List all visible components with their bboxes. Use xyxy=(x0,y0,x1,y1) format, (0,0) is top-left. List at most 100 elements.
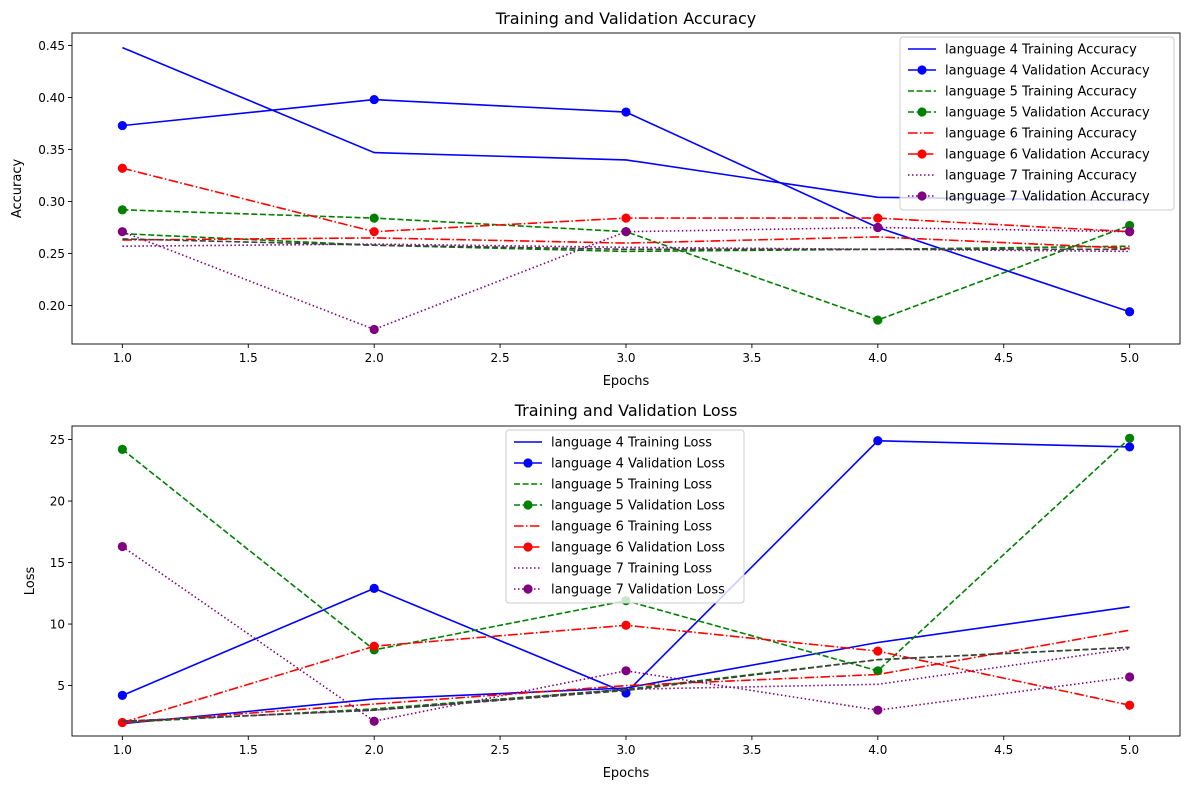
legend-entry: language 5 Training Loss xyxy=(551,478,712,493)
y-tick-label: 25 xyxy=(50,433,65,447)
x-tick-label: 4.5 xyxy=(994,743,1013,757)
data-point xyxy=(873,436,883,446)
data-point xyxy=(117,163,127,173)
legend-entry: language 7 Validation Accuracy xyxy=(945,190,1150,205)
x-tick-label: 2.5 xyxy=(491,351,510,365)
data-point xyxy=(117,120,127,131)
y-tick-label: 0.35 xyxy=(38,143,65,157)
legend: language 4 Training Accuracy language 4 V… xyxy=(899,36,1175,211)
legend-marker xyxy=(523,458,533,468)
plot-area xyxy=(117,46,1135,335)
x-tick-label: 1.5 xyxy=(239,351,258,365)
legend-entry: language 7 Training Loss xyxy=(551,562,712,577)
legend-entry: language 6 Validation Loss xyxy=(551,541,725,556)
legend-entry: language 6 Training Loss xyxy=(551,520,712,535)
data-point xyxy=(369,641,379,651)
y-tick-label: 10 xyxy=(50,618,65,632)
axes-frame xyxy=(71,32,1181,345)
data-point xyxy=(117,717,127,728)
data-point xyxy=(621,227,631,237)
data-point xyxy=(1125,227,1135,237)
data-point xyxy=(873,213,883,223)
series-line-3 xyxy=(122,232,1130,253)
x-tick-label: 4.5 xyxy=(994,351,1013,365)
legend-entry: language 4 Training Loss xyxy=(551,436,712,451)
y-axis-label: Accuracy xyxy=(10,159,25,219)
x-tick-label: 2.0 xyxy=(365,743,384,757)
x-tick-label: 2.5 xyxy=(491,743,510,757)
data-point xyxy=(621,666,631,676)
chart-title: Training and Validation Loss xyxy=(514,401,738,420)
legend-box xyxy=(505,429,745,604)
legend-entry: language 7 Validation Loss xyxy=(551,583,725,598)
legend-marker xyxy=(523,500,533,510)
data-point xyxy=(873,666,883,676)
x-tick-label: 1.0 xyxy=(113,351,132,365)
data-point xyxy=(117,690,127,701)
x-axis-label: Epochs xyxy=(603,766,650,781)
y-tick-label: 5 xyxy=(57,679,65,693)
data-point xyxy=(1125,700,1135,710)
data-point xyxy=(117,541,127,552)
x-tick-label: 5.0 xyxy=(1120,743,1139,757)
legend: language 4 Training Loss language 4 Valid… xyxy=(505,429,745,604)
data-point xyxy=(369,324,379,335)
y-tick-label: 0.30 xyxy=(38,195,65,209)
legend-marker xyxy=(917,149,927,159)
y-tick-label: 0.40 xyxy=(38,91,65,105)
data-point xyxy=(1125,307,1135,317)
chart-panel-1: Training and Validation Accuracy 1.0 1.5 2.… xyxy=(10,9,1181,389)
legend-entry: language 5 Training Accuracy xyxy=(945,85,1137,100)
data-point xyxy=(117,227,127,237)
data-point xyxy=(873,646,883,656)
series-line-1 xyxy=(122,606,1130,725)
y-tick-label: 15 xyxy=(50,556,65,570)
x-tick-label: 1.5 xyxy=(239,743,258,757)
chart-panel-2: Training and Validation Loss 1.0 1.5 2.0 2.5… xyxy=(23,401,1181,781)
legend-entry: language 6 Validation Accuracy xyxy=(945,148,1150,163)
y-tick-label: 20 xyxy=(50,495,65,509)
x-tick-label: 4.0 xyxy=(868,351,887,365)
legend-entry: language 4 Training Accuracy xyxy=(945,43,1137,58)
data-point xyxy=(369,94,379,105)
legend-marker xyxy=(917,107,927,117)
legend-entry: language 4 Validation Accuracy xyxy=(945,64,1150,79)
data-point xyxy=(369,213,379,223)
chart-title: Training and Validation Accuracy xyxy=(495,9,757,28)
x-tick-label: 3.5 xyxy=(742,743,761,757)
data-point xyxy=(1125,433,1135,443)
data-point xyxy=(621,213,631,223)
data-point xyxy=(873,222,883,233)
y-tick-label: 0.45 xyxy=(38,39,65,53)
axes-frame xyxy=(71,425,1181,737)
data-point xyxy=(1125,672,1135,682)
legend-entry: language 7 Training Accuracy xyxy=(945,169,1137,184)
series-line-4 xyxy=(122,209,1130,321)
unlabeled-series-line xyxy=(122,238,1130,251)
x-tick-label: 5.0 xyxy=(1120,351,1139,365)
y-tick-label: 0.25 xyxy=(38,247,65,261)
series-line-5 xyxy=(122,236,1130,250)
series-line-5 xyxy=(122,629,1130,724)
x-tick-label: 2.0 xyxy=(365,351,384,365)
data-point xyxy=(621,620,631,630)
series-line-8 xyxy=(121,545,1130,723)
x-tick-label: 3.0 xyxy=(616,351,635,365)
legend-box xyxy=(899,36,1175,211)
data-point xyxy=(117,205,127,215)
legend-entry: language 5 Validation Loss xyxy=(551,499,725,514)
legend-marker xyxy=(523,584,533,594)
legend-entry: language 4 Validation Loss xyxy=(551,457,725,472)
x-tick-label: 3.0 xyxy=(616,743,635,757)
legend-entry: language 5 Validation Accuracy xyxy=(945,106,1150,121)
data-point xyxy=(369,716,379,726)
legend-marker xyxy=(917,191,927,201)
data-point xyxy=(117,444,127,454)
data-point xyxy=(873,315,883,325)
legend-entry: language 6 Training Accuracy xyxy=(945,127,1137,142)
unlabeled-series-line xyxy=(122,646,1130,722)
data-point xyxy=(873,705,883,715)
legend-marker xyxy=(917,65,927,75)
